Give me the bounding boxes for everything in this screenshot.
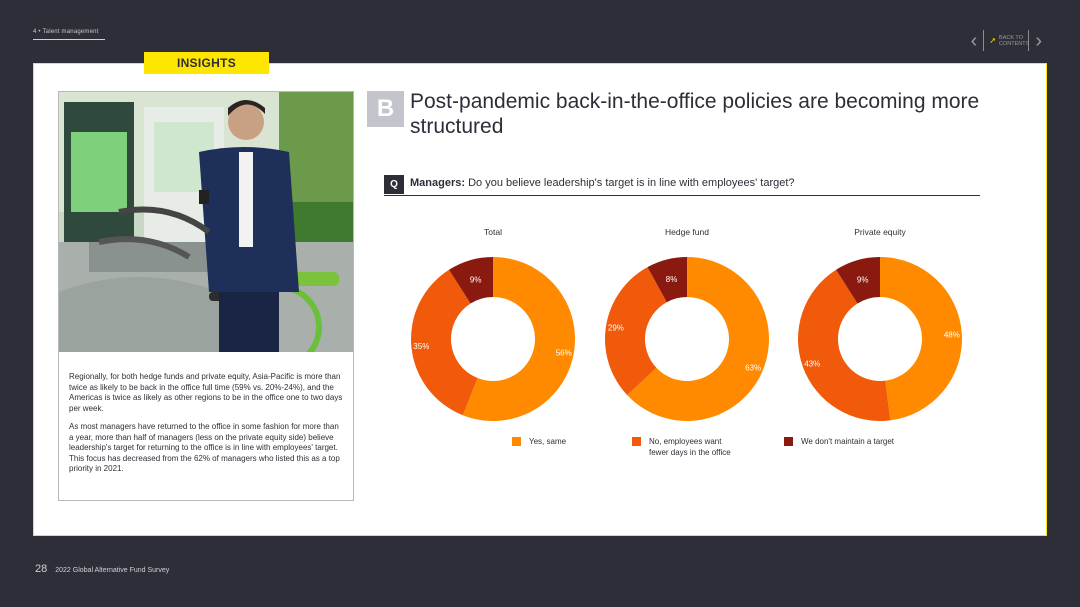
publication-title: 2022 Global Alternative Fund Survey bbox=[55, 567, 170, 574]
insight-paragraph-2: As most managers have returned to the of… bbox=[69, 422, 340, 473]
question-text: Managers: Do you believe leadership's ta… bbox=[410, 177, 795, 189]
donut-slice bbox=[647, 257, 687, 303]
section-underline bbox=[33, 39, 105, 40]
page-footer: 28 2022 Global Alternative Fund Survey bbox=[35, 563, 169, 575]
page-navigation: ‹ ➚ BACK TO CONTENTS › bbox=[971, 30, 1042, 51]
legend-label-line: Yes, same bbox=[529, 437, 567, 446]
data-label: 56% bbox=[556, 348, 572, 357]
donut-slice bbox=[462, 257, 575, 421]
page-title: Post-pandemic back-in-the-office policie… bbox=[410, 90, 980, 138]
chart-title: Total bbox=[484, 227, 502, 237]
legend-label-line: We don't maintain a target bbox=[801, 437, 894, 446]
section-badge: B bbox=[367, 91, 404, 127]
donut-slice bbox=[411, 269, 478, 416]
arrow-icon: ➚ bbox=[989, 36, 997, 45]
chevron-left-icon[interactable]: ‹ bbox=[970, 29, 978, 52]
section-breadcrumb[interactable]: 4 • Talent management bbox=[33, 29, 105, 40]
chart-title: Private equity bbox=[854, 227, 906, 237]
legend-swatch bbox=[784, 437, 793, 446]
legend-item: We don't maintain a target bbox=[784, 436, 894, 447]
question-badge: Q bbox=[384, 175, 404, 194]
chevron-right-icon[interactable]: › bbox=[1035, 29, 1042, 52]
question-lead: Managers: bbox=[410, 177, 466, 189]
data-label: 63% bbox=[745, 364, 761, 373]
donut-slice bbox=[798, 269, 891, 421]
insight-panel: Regionally, for both hedge funds and pri… bbox=[58, 91, 354, 501]
legend-swatch bbox=[512, 437, 521, 446]
photo-man-with-bike bbox=[59, 92, 353, 352]
question-body: Do you believe leadership's target is in… bbox=[465, 177, 795, 189]
donut-slice bbox=[449, 257, 493, 304]
legend-item: No, employees want fewer days in the offi… bbox=[632, 436, 731, 458]
back-to-contents-button[interactable]: ➚ BACK TO CONTENTS bbox=[983, 30, 1030, 51]
donut-slice bbox=[880, 257, 962, 421]
data-label: 8% bbox=[666, 275, 678, 284]
donut-slice bbox=[836, 257, 880, 304]
legend-item: Yes, same bbox=[512, 436, 566, 447]
legend-label-line: fewer days in the office bbox=[649, 448, 731, 457]
legend-label-line: No, employees want bbox=[649, 437, 722, 446]
section-label: 4 • Talent management bbox=[33, 29, 99, 35]
chart-title: Hedge fund bbox=[665, 227, 709, 237]
donut-slice bbox=[627, 257, 769, 421]
legend-label: We don't maintain a target bbox=[801, 436, 894, 447]
data-label: 9% bbox=[470, 275, 482, 284]
insights-tab: INSIGHTS bbox=[144, 52, 269, 74]
legend-swatch bbox=[632, 437, 641, 446]
donut-slice bbox=[605, 267, 667, 396]
data-label: 9% bbox=[857, 275, 869, 284]
data-label: 43% bbox=[804, 359, 820, 368]
back-to-contents-label: BACK TO CONTENTS bbox=[999, 34, 1030, 47]
legend-label: No, employees want fewer days in the offi… bbox=[649, 436, 731, 458]
donut-charts: Total 56% 35% 9% Hedge fund 63% 29% 8% Private e… bbox=[411, 227, 962, 421]
legend-label: Yes, same bbox=[529, 436, 566, 447]
page-number: 28 bbox=[35, 563, 48, 575]
question-row: Q Managers: Do you believe leadership's … bbox=[384, 175, 980, 196]
data-label: 35% bbox=[413, 342, 429, 351]
data-label: 48% bbox=[944, 330, 960, 339]
insight-paragraph-1: Regionally, for both hedge funds and pri… bbox=[69, 372, 343, 413]
insight-text: Regionally, for both hedge funds and pri… bbox=[69, 372, 345, 483]
data-label: 29% bbox=[608, 324, 624, 333]
